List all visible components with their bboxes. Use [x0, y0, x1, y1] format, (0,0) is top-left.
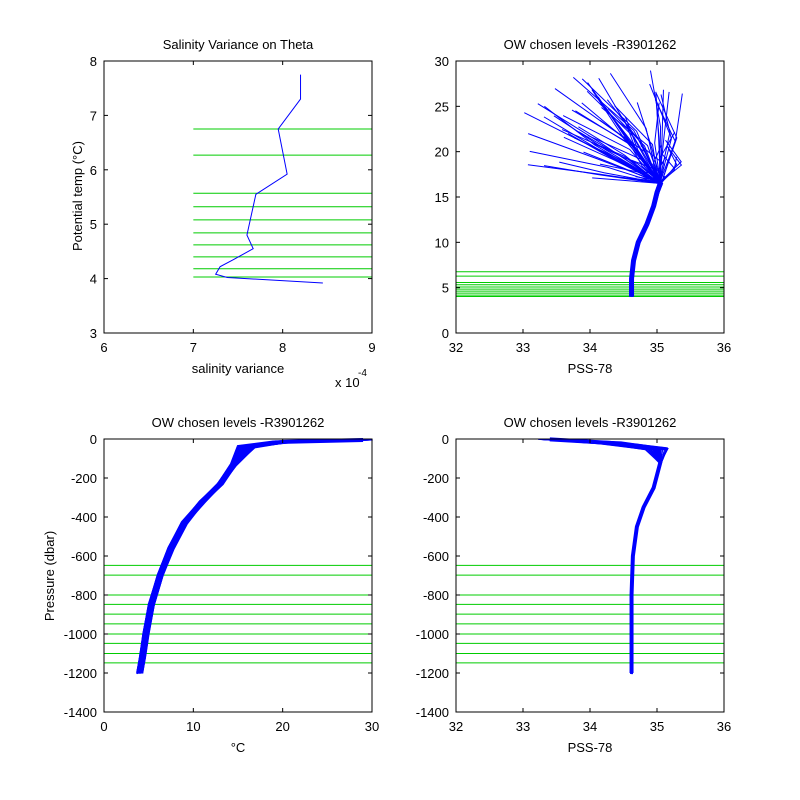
x-tick-label: 10 [186, 719, 200, 734]
y-tick-label: 25 [435, 99, 449, 114]
y-tick-label: 3 [90, 326, 97, 341]
y-tick-label: -400 [423, 510, 449, 525]
x-tick-label: 20 [275, 719, 289, 734]
x-tick-label: 8 [279, 340, 286, 355]
panel-salinity-variance: Salinity Variance on Theta salinity vari… [70, 37, 376, 390]
x-tick-label: 9 [368, 340, 375, 355]
y-tick-label: 8 [90, 54, 97, 69]
y-tick-label: -1200 [416, 666, 449, 681]
y-tick-label: -600 [423, 549, 449, 564]
y-tick-label: -1000 [64, 627, 97, 642]
y-tick-label: 5 [442, 281, 449, 296]
y-tick-label: 4 [90, 272, 97, 287]
x-tick-label: 30 [365, 719, 379, 734]
series-line [629, 182, 663, 297]
x-tick-label: 35 [650, 340, 664, 355]
chart-title: Salinity Variance on Theta [163, 37, 314, 52]
series-line [549, 437, 663, 673]
x-exponent-power: -4 [358, 368, 367, 379]
x-tick-label: 36 [717, 340, 731, 355]
y-tick-label: 30 [435, 54, 449, 69]
axes-frame [103, 438, 373, 713]
series-line [137, 437, 364, 674]
x-exponent-label: x 10 [335, 375, 360, 390]
x-tick-label: 0 [100, 719, 107, 734]
x-tick-label: 36 [717, 719, 731, 734]
y-tick-label: -1200 [64, 666, 97, 681]
y-tick-label: 7 [90, 108, 97, 123]
x-axis-label: salinity variance [192, 361, 285, 376]
panel-salinity-pressure: OW chosen levels -R3901262 PSS-78 32 33 34… [416, 415, 731, 755]
x-tick-label: 7 [190, 340, 197, 355]
chart-title: OW chosen levels -R3901262 [504, 415, 677, 430]
x-tick-label: 33 [516, 719, 530, 734]
y-tick-label: -800 [71, 588, 97, 603]
chart-title: OW chosen levels -R3901262 [152, 415, 325, 430]
series-line [136, 439, 355, 673]
panel-temperature-pressure: OW chosen levels -R3901262 °C Pressure (… [42, 415, 379, 755]
series-line [214, 74, 323, 284]
x-tick-label: 33 [516, 340, 530, 355]
x-tick-label: 32 [449, 340, 463, 355]
x-tick-label: 32 [449, 719, 463, 734]
y-tick-label: -1000 [416, 627, 449, 642]
y-tick-label: 5 [90, 217, 97, 232]
y-tick-label: -200 [71, 471, 97, 486]
panel-theta-salinity: OW chosen levels -R3901262 PSS-78 32 33 34… [435, 37, 732, 376]
x-axis-label: PSS-78 [568, 740, 613, 755]
y-tick-label: -1400 [64, 705, 97, 720]
y-tick-label: 20 [435, 145, 449, 160]
x-axis-label: °C [231, 740, 246, 755]
y-tick-label: 0 [442, 432, 449, 447]
y-tick-label: -400 [71, 510, 97, 525]
chart-title: OW chosen levels -R3901262 [504, 37, 677, 52]
x-tick-label: 34 [583, 340, 597, 355]
y-tick-label: -200 [423, 471, 449, 486]
y-tick-label: 10 [435, 235, 449, 250]
y-tick-label: 6 [90, 163, 97, 178]
y-tick-label: -800 [423, 588, 449, 603]
y-tick-label: 0 [442, 326, 449, 341]
x-axis-label: PSS-78 [568, 361, 613, 376]
y-tick-label: 0 [90, 432, 97, 447]
axes-frame [103, 60, 373, 334]
y-tick-label: -600 [71, 549, 97, 564]
x-tick-label: 6 [100, 340, 107, 355]
x-tick-label: 34 [583, 719, 597, 734]
y-tick-label: 15 [435, 190, 449, 205]
x-tick-label: 35 [650, 719, 664, 734]
y-axis-label: Pressure (dbar) [42, 531, 57, 621]
y-tick-label: -1400 [416, 705, 449, 720]
y-axis-label: Potential temp (°C) [70, 141, 85, 251]
